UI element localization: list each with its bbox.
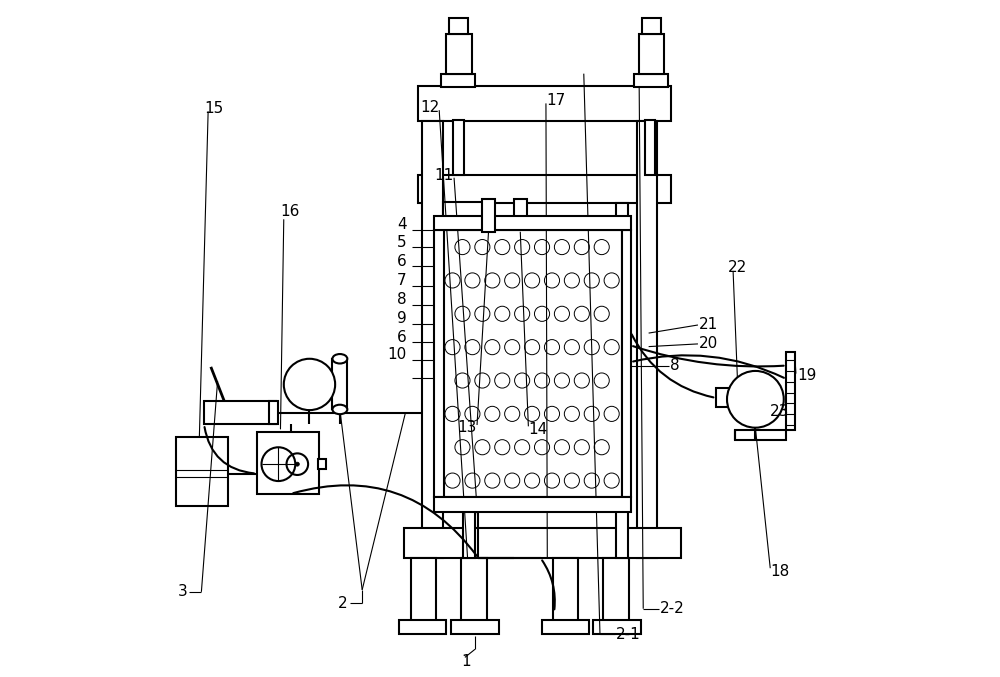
Bar bbox=[637, 121, 657, 558]
Bar bbox=[603, 558, 629, 622]
Bar bbox=[514, 199, 527, 232]
Text: 21: 21 bbox=[699, 318, 719, 332]
Text: 2: 2 bbox=[338, 596, 348, 611]
Bar bbox=[634, 74, 668, 87]
Bar bbox=[593, 620, 641, 634]
Bar bbox=[616, 203, 628, 558]
Text: 23: 23 bbox=[770, 404, 790, 419]
Text: 2-1: 2-1 bbox=[616, 627, 641, 642]
Text: 14: 14 bbox=[528, 422, 548, 437]
Bar bbox=[449, 18, 468, 35]
Bar bbox=[463, 203, 475, 558]
Bar bbox=[716, 389, 762, 408]
Bar bbox=[176, 437, 228, 506]
Ellipse shape bbox=[332, 405, 347, 414]
Text: 20: 20 bbox=[699, 336, 719, 351]
Bar bbox=[269, 401, 278, 424]
Ellipse shape bbox=[332, 354, 347, 364]
Bar bbox=[204, 401, 276, 424]
Bar bbox=[446, 35, 472, 74]
Text: 8: 8 bbox=[397, 292, 407, 307]
Bar bbox=[399, 620, 446, 634]
Circle shape bbox=[727, 371, 784, 428]
Text: 7: 7 bbox=[397, 273, 407, 288]
Bar bbox=[645, 120, 655, 175]
Text: 4: 4 bbox=[397, 217, 407, 232]
Bar bbox=[443, 230, 622, 498]
Circle shape bbox=[295, 462, 299, 466]
Bar bbox=[441, 74, 475, 87]
Bar bbox=[257, 432, 319, 494]
Text: 11: 11 bbox=[435, 167, 454, 183]
Text: 2-2: 2-2 bbox=[660, 601, 685, 616]
Bar bbox=[542, 620, 589, 634]
Text: 1: 1 bbox=[461, 654, 471, 669]
Text: 8: 8 bbox=[670, 358, 680, 373]
Bar bbox=[434, 215, 631, 230]
Bar bbox=[453, 120, 464, 175]
Text: 15: 15 bbox=[204, 102, 223, 116]
Text: 18: 18 bbox=[770, 564, 789, 579]
Text: 6: 6 bbox=[397, 254, 407, 269]
Bar bbox=[482, 199, 495, 232]
Bar bbox=[434, 498, 631, 512]
Text: 12: 12 bbox=[420, 100, 439, 115]
Bar bbox=[735, 430, 786, 440]
Bar bbox=[451, 620, 499, 634]
Text: 17: 17 bbox=[546, 93, 565, 108]
Bar bbox=[422, 121, 443, 558]
Text: 9: 9 bbox=[397, 311, 407, 326]
Bar bbox=[553, 558, 578, 622]
Circle shape bbox=[284, 359, 335, 410]
Bar bbox=[434, 230, 444, 498]
Bar bbox=[318, 460, 326, 469]
Text: 6: 6 bbox=[397, 330, 407, 345]
Text: 22: 22 bbox=[728, 260, 748, 275]
Text: 19: 19 bbox=[797, 368, 817, 383]
Text: 5: 5 bbox=[397, 235, 407, 250]
Bar bbox=[418, 175, 671, 203]
Text: 3: 3 bbox=[178, 584, 188, 599]
Bar bbox=[622, 230, 631, 498]
Bar bbox=[443, 202, 483, 230]
Bar bbox=[404, 527, 681, 558]
Bar bbox=[461, 558, 487, 622]
Bar bbox=[786, 352, 795, 430]
Bar bbox=[642, 18, 661, 35]
Bar bbox=[418, 86, 671, 121]
Text: 10: 10 bbox=[388, 347, 407, 362]
Bar bbox=[411, 558, 436, 622]
Bar bbox=[639, 35, 664, 74]
Bar bbox=[332, 359, 347, 410]
Text: 16: 16 bbox=[280, 204, 300, 219]
Text: 13: 13 bbox=[458, 420, 477, 435]
